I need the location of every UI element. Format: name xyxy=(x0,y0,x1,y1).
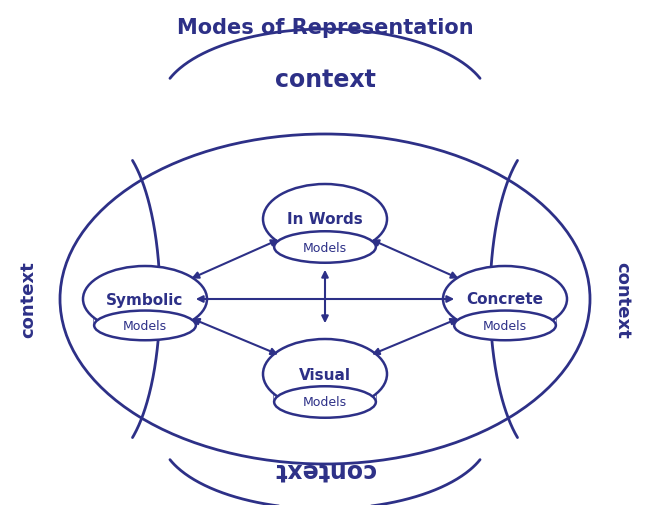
Ellipse shape xyxy=(454,311,556,340)
Text: Models: Models xyxy=(483,319,527,332)
Polygon shape xyxy=(454,299,556,326)
Text: Visual: Visual xyxy=(299,367,351,382)
Text: Models: Models xyxy=(123,319,167,332)
Ellipse shape xyxy=(274,232,376,263)
Text: Symbolic: Symbolic xyxy=(107,292,184,307)
Ellipse shape xyxy=(443,267,567,332)
Polygon shape xyxy=(274,220,376,247)
Ellipse shape xyxy=(83,267,207,332)
Text: Models: Models xyxy=(303,396,347,409)
Text: context: context xyxy=(19,261,37,338)
Ellipse shape xyxy=(274,386,376,418)
Text: context: context xyxy=(274,457,376,481)
Polygon shape xyxy=(94,299,196,326)
Text: In Words: In Words xyxy=(287,212,363,227)
Text: context: context xyxy=(274,68,376,92)
Text: Concrete: Concrete xyxy=(467,292,543,307)
Text: context: context xyxy=(613,261,631,338)
Ellipse shape xyxy=(263,339,387,409)
Text: Modes of Representation: Modes of Representation xyxy=(177,18,473,38)
Ellipse shape xyxy=(94,311,196,340)
Text: Models: Models xyxy=(303,241,347,254)
Ellipse shape xyxy=(263,185,387,255)
Polygon shape xyxy=(274,374,376,402)
